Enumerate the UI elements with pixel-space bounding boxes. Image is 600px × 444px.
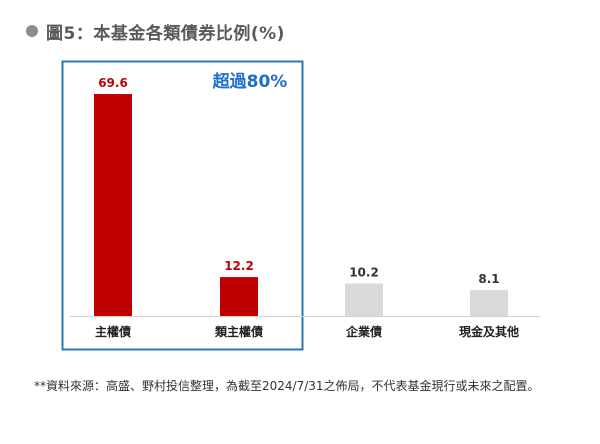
chart-title-row: 圖5：本基金各類債券比例(%) (26, 19, 285, 44)
data-label-3: 10.2 (349, 265, 379, 279)
bullet-dot-icon (26, 25, 38, 37)
data-label-2: 12.2 (224, 259, 254, 273)
bar-1 (94, 94, 132, 316)
highlight-box (61, 60, 304, 351)
category-label-1: 主權債 (95, 324, 131, 339)
bar-4 (470, 290, 508, 316)
annotation-label: 超過80% (213, 71, 288, 92)
data-label-1: 69.6 (98, 76, 128, 90)
data-label-4: 8.1 (478, 272, 499, 286)
category-label-2: 類主權債 (214, 324, 263, 339)
category-label-3: 企業債 (345, 324, 382, 339)
source-footnote: **資料來源：高盛、野村投信整理，為截至2024/7/31之佈局，不代表基金現行… (34, 379, 540, 393)
bar-3 (345, 283, 383, 316)
bar-2 (220, 277, 258, 316)
category-label-4: 現金及其他 (459, 324, 519, 339)
chart-title: 圖5：本基金各類債券比例(%) (46, 23, 285, 44)
